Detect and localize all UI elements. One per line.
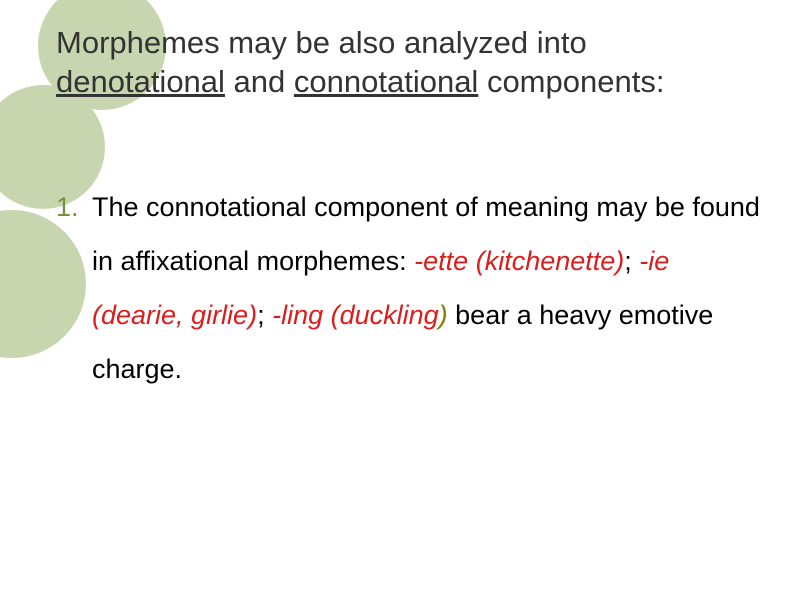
list-item: The connotational component of meaning m…: [92, 180, 760, 396]
example-morpheme: -ette (kitchenette): [414, 246, 624, 276]
title-underline-2: connotational: [294, 64, 478, 99]
body-text: ;: [624, 246, 639, 276]
title-text: components:: [478, 64, 664, 99]
closing-paren: ): [439, 300, 448, 330]
slide-title: Morphemes may be also analyzed into deno…: [56, 24, 760, 102]
body-list: The connotational component of meaning m…: [56, 180, 760, 396]
title-text: and: [225, 64, 294, 99]
title-text: Morphemes may be also analyzed into: [56, 25, 587, 60]
example-morpheme: -ling (duckling: [272, 300, 439, 330]
title-underline-1: denotational: [56, 64, 225, 99]
slide-content: Morphemes may be also analyzed into deno…: [0, 0, 800, 436]
body-text: ;: [257, 300, 272, 330]
